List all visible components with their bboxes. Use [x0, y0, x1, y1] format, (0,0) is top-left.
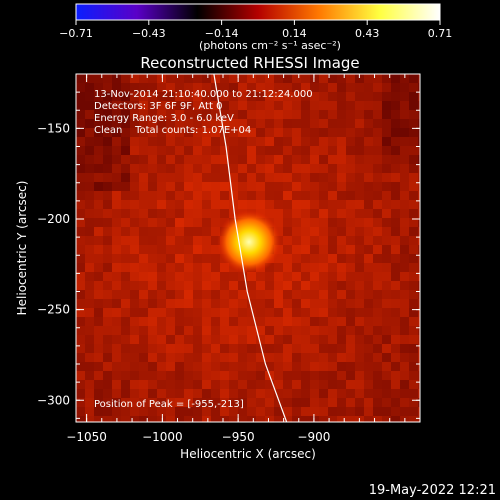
x-tick-label: −900: [297, 430, 330, 444]
peak-position-label: Position of Peak = [-955,-213]: [94, 399, 244, 410]
colorbar-tick-label: 0.43: [355, 27, 380, 40]
x-tick-label: −1000: [142, 430, 183, 444]
annotations: 13-Nov-2014 21:10:40.000 to 21:12:24.000…: [94, 89, 313, 410]
chart-title: Reconstructed RHESSI Image: [140, 54, 359, 72]
solar-limb-curve: [213, 74, 288, 422]
peak-source: [217, 210, 281, 274]
plot-frame: [75, 73, 421, 423]
colorbar-tick-label: 0.14: [282, 27, 307, 40]
annotation-energy: Energy Range: 3.0 - 6.0 keV: [94, 113, 234, 124]
colorbar: [75, 3, 441, 21]
annotation-time: 13-Nov-2014 21:10:40.000 to 21:12:24.000: [94, 89, 313, 100]
y-tick-label: −300: [37, 393, 70, 407]
y-tick-label: −200: [37, 212, 70, 226]
colorbar-tick-label: −0.14: [205, 27, 239, 40]
colorbar-ticks: −0.71 −0.43 −0.14 0.14 0.43 0.71: [59, 20, 452, 40]
heatmap-image: [76, 74, 420, 422]
footer-timestamp: 19-May-2022 12:21: [369, 483, 496, 498]
axis-ticks: −1050 −1000 −950 −900 −150 −200 −250 −300: [37, 74, 420, 444]
colorbar-tick-label: −0.43: [132, 27, 166, 40]
x-tick-label: −1050: [66, 430, 107, 444]
colorbar-tick-label: −0.71: [59, 27, 93, 40]
annotation-detectors: Detectors: 3F 6F 9F, Att 0: [94, 101, 222, 112]
x-tick-label: −950: [222, 430, 255, 444]
annotation-clean: Clean Total counts: 1.07E+04: [94, 125, 251, 136]
y-tick-label: −150: [37, 121, 70, 135]
y-tick-label: −250: [37, 303, 70, 317]
y-axis-label: Heliocentric Y (arcsec): [15, 181, 29, 316]
x-axis-label: Heliocentric X (arcsec): [180, 447, 316, 461]
colorbar-tick-label: 0.71: [428, 27, 453, 40]
colorbar-unit-label: (photons cm⁻² s⁻¹ asec⁻²): [199, 39, 341, 52]
